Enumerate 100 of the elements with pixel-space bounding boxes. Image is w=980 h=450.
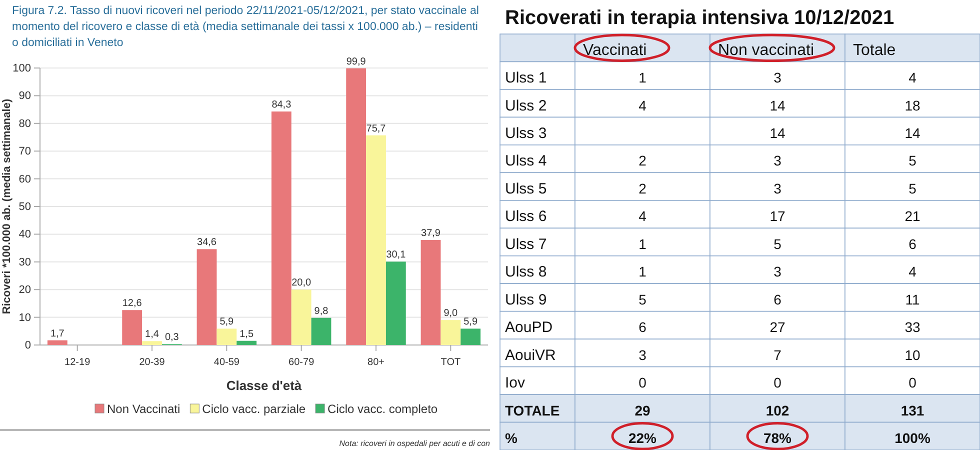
y-tick-label: Ulss 1 [505, 70, 547, 87]
data-label: 3 [774, 70, 782, 86]
y-tick-label: 10 [18, 312, 31, 324]
y-tick-label: 90 [18, 90, 31, 102]
x-tick-label: Non vaccinati [718, 42, 814, 59]
x-tick-label: 20-39 [139, 357, 166, 368]
data-label: 4 [908, 70, 917, 86]
x-tick-label: Vaccinati [583, 42, 647, 59]
bar [420, 240, 441, 345]
data-label: 2 [638, 152, 647, 169]
bar [47, 340, 68, 345]
text: 9,0 [444, 308, 458, 320]
data-label: 5 [908, 180, 917, 196]
data-label: 11 [905, 291, 920, 308]
y-tick-label: Ulss 6 [505, 208, 547, 226]
data-label: 14 [770, 97, 786, 114]
bar [346, 68, 366, 345]
data-label: 6 [774, 291, 782, 308]
data-label: 14 [770, 125, 786, 141]
y-tick-label: % [505, 430, 518, 446]
y-tick-label: AouPD [505, 319, 553, 336]
text: 12,6 [122, 298, 142, 310]
data-label: 22% [628, 430, 658, 446]
text: 34,6 [197, 237, 216, 248]
text: Nota: ricoveri in ospedali per acuti e di con [339, 439, 491, 448]
bar [271, 111, 292, 345]
data-label: 0 [774, 374, 782, 391]
y-tick-label: 0 [24, 340, 31, 352]
data-label: 33 [904, 319, 920, 336]
data-label: 21 [904, 208, 920, 224]
legend-label: Non Vaccinati [107, 402, 180, 416]
y-tick-label: 50 [18, 201, 31, 214]
data-label: 100% [894, 430, 931, 446]
data-label: 10 [904, 346, 920, 363]
y-axis-title: Ricoveri *100.000 ab. (media settimanale) [1, 98, 13, 314]
bar [142, 341, 162, 345]
text: 9,8 [314, 306, 328, 317]
data-label: 131 [900, 402, 924, 418]
legend-label: Ciclo vacc. completo [328, 402, 438, 416]
text: 99,9 [346, 56, 366, 68]
text: 1,7 [50, 328, 64, 340]
y-tick-label: Ulss 9 [505, 291, 547, 308]
chart-title: Figura 7.2. Tasso di nuovi ricoveri nel periodo 22/11/2021-05/12/2021, per stato vaccinale al momento del ricovero e classe di età (media settimanale dei tassi x 100.000 ab.) – residenti o domiciliati in Veneto [12, 5, 479, 49]
x-tick-label: TOT [440, 357, 461, 368]
y-tick-label: 80 [18, 118, 31, 130]
data-label: 1 [638, 264, 647, 280]
text: 20,0 [292, 278, 312, 289]
x-tick-label: 12-19 [64, 357, 91, 368]
y-tick-label: Iov [505, 374, 526, 392]
y-tick-label: 40 [18, 228, 31, 241]
bar [460, 328, 481, 345]
text: 37,9 [421, 228, 440, 240]
data-label: 27 [770, 319, 786, 336]
chart-title: Ricoverati in terapia intensiva 10/12/2021 [505, 7, 894, 29]
bar [216, 328, 237, 345]
text: 5,9 [464, 316, 478, 328]
bar [366, 135, 386, 345]
data-label: 3 [774, 264, 782, 280]
bar [236, 340, 257, 345]
y-tick-label: 100 [12, 62, 31, 75]
y-tick-label: AouiVR [505, 346, 556, 364]
data-label: 18 [904, 97, 920, 114]
y-tick-label: TOTALE [505, 402, 560, 418]
data-label: 1 [638, 70, 647, 86]
bar [291, 290, 312, 345]
x-tick-label: Totale [853, 42, 896, 59]
data-label: 29 [634, 402, 650, 418]
text: 0,3 [164, 332, 179, 344]
data-label: 3 [638, 346, 647, 363]
data-label: 0 [908, 374, 917, 391]
data-label: 6 [638, 319, 647, 336]
data-label: 14 [904, 125, 920, 141]
y-tick-label: Ulss 3 [505, 125, 547, 142]
data-label: 2 [638, 180, 647, 196]
text: 75,7 [366, 123, 386, 134]
text: 1,4 [145, 329, 159, 340]
data-label: 3 [774, 180, 782, 196]
x-tick-label: 80+ [368, 357, 385, 368]
y-tick-label: 30 [18, 256, 31, 268]
data-label: 17 [770, 208, 786, 224]
data-label: 1 [638, 236, 647, 252]
data-label: 3 [774, 152, 782, 169]
data-label: 6 [908, 236, 917, 252]
data-label: 4 [638, 208, 647, 224]
text: 1,5 [240, 328, 254, 340]
bar [311, 318, 332, 345]
y-tick-label: Ulss 5 [505, 180, 547, 198]
y-tick-label: 70 [18, 146, 31, 158]
y-tick-label: Ulss 8 [505, 264, 547, 281]
data-label: 5 [908, 152, 917, 169]
data-label: 4 [908, 264, 917, 280]
text: 5,9 [220, 316, 234, 328]
y-tick-label: Ulss 4 [505, 152, 547, 170]
y-tick-label: Ulss 7 [505, 236, 547, 253]
y-tick-label: Ulss 2 [505, 97, 547, 114]
data-label: 4 [638, 97, 647, 114]
text: 30,1 [386, 250, 406, 261]
y-tick-label: 20 [18, 284, 31, 296]
data-label: 78% [763, 430, 792, 446]
text: 84,3 [272, 99, 292, 110]
